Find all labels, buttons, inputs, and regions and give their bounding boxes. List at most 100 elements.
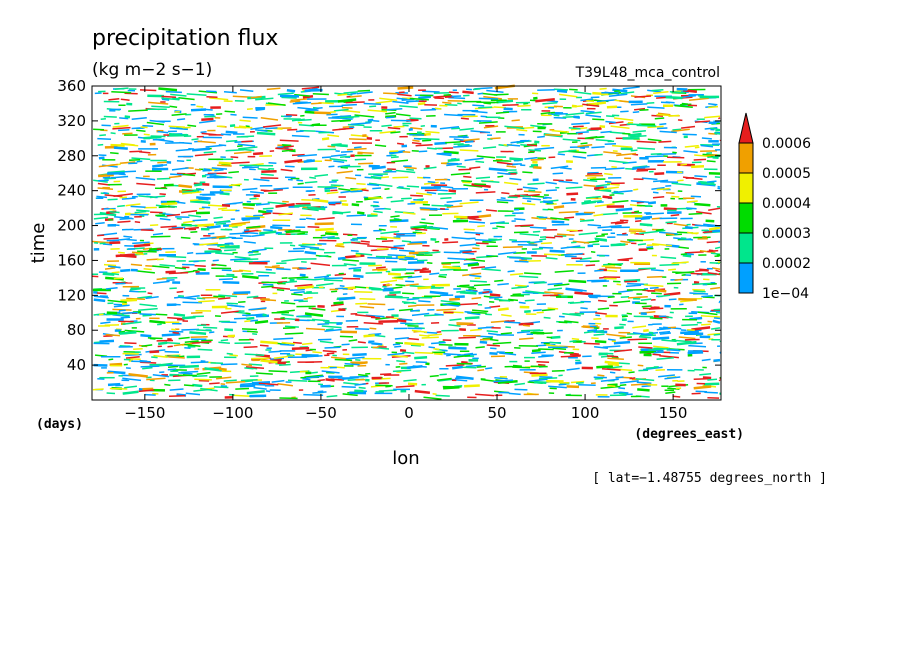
precip-streak — [93, 216, 109, 220]
precip-streak — [119, 254, 137, 259]
precip-streak — [596, 201, 604, 204]
precip-streak — [463, 228, 475, 231]
precip-streak — [610, 125, 630, 130]
precip-streak — [667, 156, 685, 159]
precip-streak — [265, 390, 271, 393]
precip-streak — [178, 295, 185, 298]
precip-streak — [222, 280, 240, 284]
precip-streak — [122, 390, 139, 395]
precip-streak — [560, 245, 581, 250]
precip-streak — [299, 273, 306, 277]
precip-streak — [494, 298, 511, 302]
precip-streak — [249, 197, 257, 200]
precip-streak — [305, 327, 326, 331]
precip-streak — [386, 246, 404, 250]
precip-streak — [180, 370, 199, 374]
precip-streak — [593, 333, 605, 336]
precip-streak — [276, 288, 285, 292]
precip-streak — [376, 247, 389, 251]
precip-streak — [471, 110, 488, 114]
precip-streak — [102, 176, 111, 179]
precip-streak — [614, 326, 624, 330]
precip-streak — [436, 152, 452, 157]
precip-streak — [587, 176, 597, 180]
precip-streak — [505, 319, 515, 323]
precip-streak — [476, 155, 496, 159]
precip-streak — [337, 98, 357, 103]
precip-streak — [271, 379, 285, 383]
precip-streak — [200, 131, 207, 134]
precip-streak — [197, 267, 206, 271]
precip-streak — [168, 330, 184, 333]
precip-streak — [558, 149, 577, 153]
precip-streak — [657, 112, 671, 116]
precip-streak — [688, 344, 707, 348]
precip-streak — [478, 106, 493, 109]
precip-streak — [277, 383, 293, 387]
colorbar-label: 0.0006 — [762, 136, 811, 152]
precip-streak — [462, 181, 471, 184]
precip-streak — [514, 260, 529, 263]
precip-streak — [641, 384, 651, 388]
precip-streak — [420, 125, 425, 128]
precip-streak — [110, 143, 125, 147]
precip-streak — [640, 298, 652, 302]
precip-streak — [220, 363, 238, 366]
precip-streak — [340, 150, 353, 153]
precip-streak — [538, 217, 546, 220]
precip-streak — [140, 334, 152, 338]
precip-streak — [164, 383, 171, 386]
precip-streak — [186, 93, 207, 97]
precip-streak — [192, 383, 203, 388]
precip-streak — [304, 250, 317, 255]
precip-streak — [482, 146, 497, 149]
precip-streak — [580, 98, 593, 102]
precip-streak — [597, 374, 605, 377]
precip-streak — [124, 92, 138, 95]
precip-streak — [354, 146, 362, 149]
precip-streak — [511, 119, 520, 122]
precip-streak — [387, 254, 407, 257]
precip-streak — [615, 376, 624, 379]
precip-streak — [395, 385, 415, 388]
precip-streak — [634, 232, 644, 236]
precip-streak — [653, 345, 669, 349]
precip-streak — [273, 187, 289, 190]
precip-streak — [656, 187, 670, 191]
precip-streak — [448, 346, 467, 350]
precip-streak — [436, 331, 442, 334]
colorbar-extend-arrow — [738, 112, 754, 144]
precip-streak — [239, 384, 256, 388]
precip-streak — [693, 158, 707, 161]
precip-streak — [569, 340, 577, 343]
precip-streak — [323, 279, 343, 282]
colorbar-box — [738, 172, 754, 204]
precip-streak — [404, 341, 425, 346]
colorbar-box — [738, 232, 754, 264]
colorbar-box — [738, 202, 754, 234]
precip-streak — [595, 312, 607, 315]
precip-streak — [438, 343, 453, 346]
precip-streak — [606, 365, 623, 370]
precip-streak — [545, 133, 562, 137]
precip-streak — [312, 391, 327, 394]
precip-streak — [608, 93, 628, 98]
precip-streak — [701, 294, 713, 298]
precip-streak — [654, 172, 665, 176]
precip-streak — [213, 386, 229, 389]
precip-streak — [330, 153, 347, 158]
precip-streak — [393, 244, 406, 248]
precip-streak — [703, 382, 720, 386]
precip-streak — [140, 361, 157, 364]
precip-streak — [605, 266, 622, 269]
precip-streak — [672, 395, 681, 398]
precip-streak — [657, 127, 668, 130]
precip-streak — [284, 332, 304, 335]
precip-streak — [540, 111, 551, 115]
precip-streak — [262, 212, 272, 215]
precip-streak — [686, 207, 697, 210]
precip-streak — [665, 192, 675, 195]
precip-streak — [227, 242, 234, 245]
precip-streak — [291, 346, 310, 351]
